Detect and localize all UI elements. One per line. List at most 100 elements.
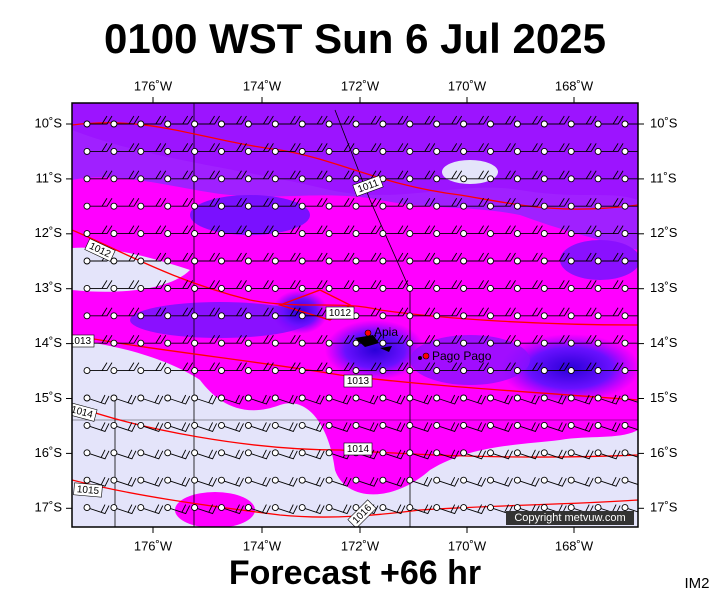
barb (221, 197, 247, 207)
barb-station (594, 449, 602, 457)
lat-label: 15˚S (35, 390, 63, 405)
barb-station (110, 230, 118, 238)
barb-station (487, 230, 494, 238)
barb-station (567, 394, 575, 402)
barb-station (83, 230, 91, 238)
barb (356, 252, 382, 262)
barb (382, 115, 409, 125)
barb-station (567, 449, 575, 457)
barb (248, 225, 274, 235)
barb-station (379, 367, 387, 375)
barb-station (433, 504, 441, 512)
barb-station (244, 147, 252, 155)
barb-station (164, 230, 172, 238)
barb (302, 170, 328, 180)
barb (194, 334, 220, 344)
barb-station (191, 175, 199, 183)
barb-station (379, 257, 387, 265)
barb-station (594, 504, 602, 512)
barb-station (271, 147, 279, 155)
barb (382, 170, 409, 180)
barb-station (110, 120, 118, 128)
lat-label: 17˚S (35, 500, 63, 515)
barb-station (379, 312, 387, 320)
barb-station (218, 367, 225, 375)
barb (356, 280, 382, 289)
barb (436, 504, 460, 515)
barb (436, 252, 463, 262)
barb-station (540, 339, 548, 347)
field-light (72, 340, 638, 527)
barb-station (567, 257, 575, 265)
barb-station (594, 421, 602, 429)
lat-label: 17˚S (650, 500, 678, 515)
barb-station (433, 394, 441, 402)
barb (571, 252, 597, 262)
barb (302, 225, 328, 235)
barb-station (594, 394, 602, 402)
barb (382, 197, 409, 207)
barb (113, 252, 140, 262)
barb-station (567, 504, 575, 512)
barb-station (244, 394, 252, 402)
barb (463, 504, 487, 515)
barb (275, 197, 301, 207)
barb (194, 449, 218, 460)
barb-station (110, 421, 118, 429)
barb-station (191, 367, 199, 375)
barb (140, 504, 164, 515)
barb-station (244, 175, 252, 183)
barb (248, 449, 271, 460)
barb-station (594, 476, 602, 484)
barb-station (460, 449, 468, 457)
blob (325, 320, 425, 380)
barb (113, 115, 140, 125)
barb-station (191, 120, 199, 128)
barb (221, 307, 247, 317)
barb (625, 370, 638, 372)
barb (409, 362, 436, 372)
barb-station (137, 312, 145, 320)
barb (113, 476, 137, 487)
barb-station (271, 476, 279, 484)
barb (113, 422, 137, 432)
copyright: Copyright metvuw.com (514, 512, 625, 524)
barb (194, 170, 220, 180)
barb (571, 362, 597, 372)
barb-station (379, 147, 387, 155)
barb-station (379, 284, 387, 292)
barb-station (594, 284, 602, 292)
barb-station (621, 284, 629, 292)
barb (463, 476, 487, 487)
barb-station (352, 476, 360, 484)
barb (329, 362, 355, 372)
barb (329, 143, 355, 152)
barb-station (298, 202, 306, 210)
barb (140, 225, 167, 235)
barb-station (513, 312, 521, 320)
barb (598, 334, 624, 344)
barb-station (460, 147, 468, 155)
barb-station (271, 367, 279, 375)
barb-station (164, 147, 172, 155)
barb-station (244, 367, 252, 375)
barb (275, 170, 301, 180)
barb-station (244, 120, 252, 128)
barb-station (433, 367, 441, 375)
barb (167, 504, 191, 515)
barb-station (244, 230, 252, 238)
barb (113, 280, 140, 289)
barb-station (594, 339, 602, 347)
barb-station (621, 476, 629, 484)
barb-station (594, 175, 602, 183)
barb (409, 280, 436, 289)
barb (275, 504, 298, 515)
lon-label: 170˚W (448, 538, 487, 553)
barb-station (487, 476, 494, 484)
barb (490, 449, 513, 460)
barb (356, 334, 382, 344)
isobar-label-text: 1014 (347, 444, 370, 455)
map-frame (71, 102, 639, 528)
lat-label: 16˚S (35, 445, 63, 460)
